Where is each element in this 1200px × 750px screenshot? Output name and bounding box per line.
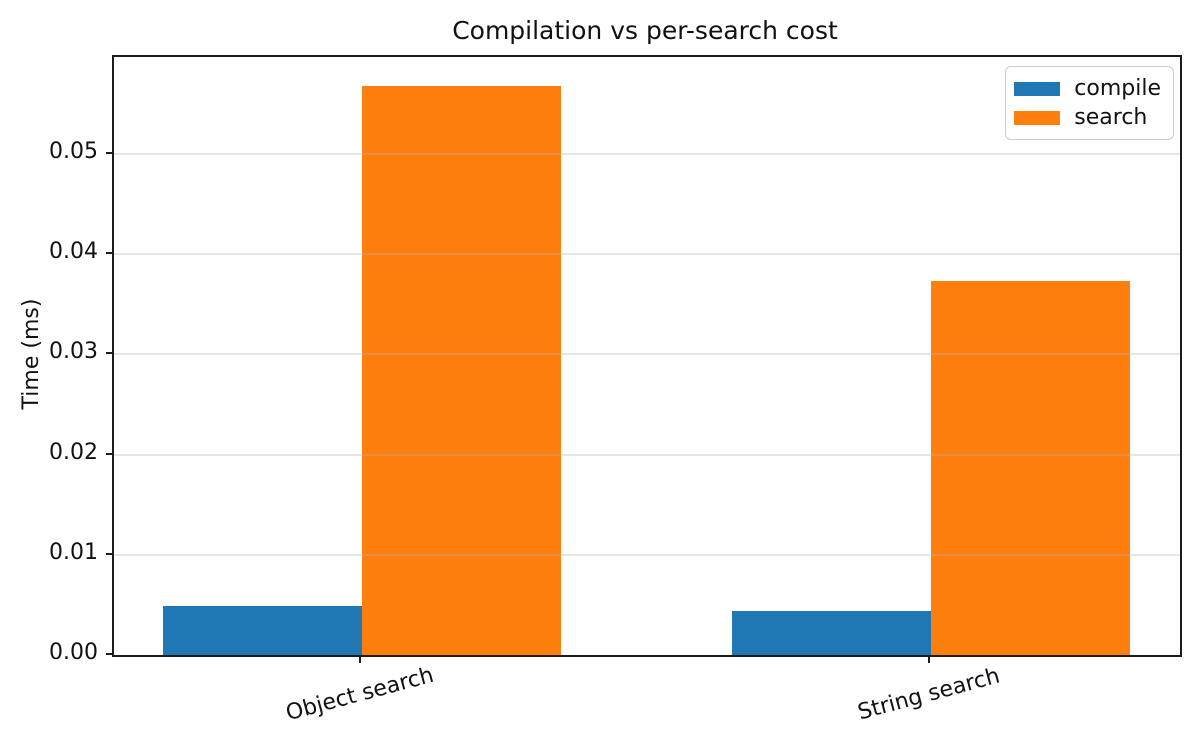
- bar-search-1: [930, 281, 1130, 655]
- y-tick-label: 0.04: [49, 239, 98, 265]
- y-tick-label: 0.00: [49, 640, 98, 665]
- x-tick-label: Object search: [283, 662, 437, 727]
- bar-compile-0: [162, 605, 362, 655]
- y-tick-mark: [106, 452, 114, 455]
- y-tick-label: 0.03: [49, 339, 98, 365]
- legend-swatch-compile: [1014, 81, 1061, 96]
- bars-layer: [114, 57, 1180, 655]
- plot-area: compile search: [112, 55, 1182, 657]
- x-tick-label: String search: [855, 663, 1003, 726]
- y-tick-mark: [106, 653, 114, 655]
- legend-label-compile: compile: [1074, 76, 1161, 101]
- legend-label-search: search: [1074, 105, 1148, 130]
- y-tick-mark: [106, 252, 114, 255]
- legend-entry-search: search: [1014, 103, 1161, 132]
- legend: compile search: [1005, 66, 1174, 140]
- x-tick-mark: [927, 655, 930, 663]
- y-tick-mark: [106, 552, 114, 555]
- bar-search-0: [362, 86, 562, 655]
- y-tick-mark: [106, 352, 114, 355]
- chart-title: Compilation vs per-search cost: [452, 16, 838, 45]
- legend-entry-compile: compile: [1014, 74, 1161, 103]
- bar-compile-1: [731, 610, 931, 655]
- y-tick-label: 0.02: [49, 439, 98, 465]
- y-tick-label: 0.01: [49, 539, 98, 565]
- x-tick-mark: [359, 655, 361, 663]
- y-tick-label: 0.05: [49, 139, 98, 165]
- legend-swatch-search: [1014, 110, 1061, 125]
- y-tick-mark: [106, 152, 114, 155]
